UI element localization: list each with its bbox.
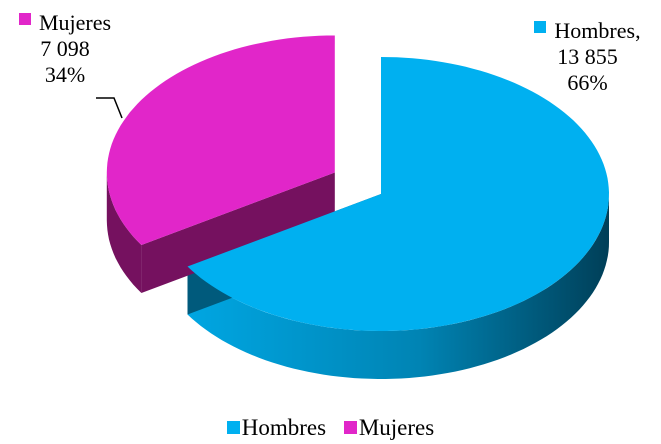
legend-swatch-hombres [226,421,240,434]
mujeres-label-value: 7 098 [40,36,90,61]
data-label-mujeres: Mujeres 7 098 34% [10,10,120,88]
data-label-hombres: Hombres, 13 855 66% [520,18,655,96]
mujeres-label-name: Mujeres [38,10,112,35]
mujeres-label-percent: 34% [44,62,86,87]
mujeres-label-swatch [18,13,31,25]
slice-top-hombres [187,57,609,331]
hombres-label-name: Hombres, [554,18,641,43]
mujeres-leader-line [96,97,123,119]
legend-item-hombres: Hombres [226,414,327,442]
slice-cut-face-mujeres-1 [141,172,335,293]
slice-side-hombres [187,194,609,379]
legend-label-mujeres: Mujeres [358,415,435,440]
legend-swatch-mujeres [343,421,357,434]
legend-label-hombres: Hombres [241,415,327,440]
slice-top-mujeres [106,35,335,245]
legend-item-mujeres: Mujeres [343,414,435,442]
pie-top-faces [106,35,609,331]
hombres-label-swatch [534,21,547,33]
slice-side-mujeres [106,172,142,293]
hombres-label-value: 13 855 [557,44,618,69]
hombres-label-percent: 66% [567,70,608,95]
chart-legend: Hombres Mujeres [0,414,661,442]
